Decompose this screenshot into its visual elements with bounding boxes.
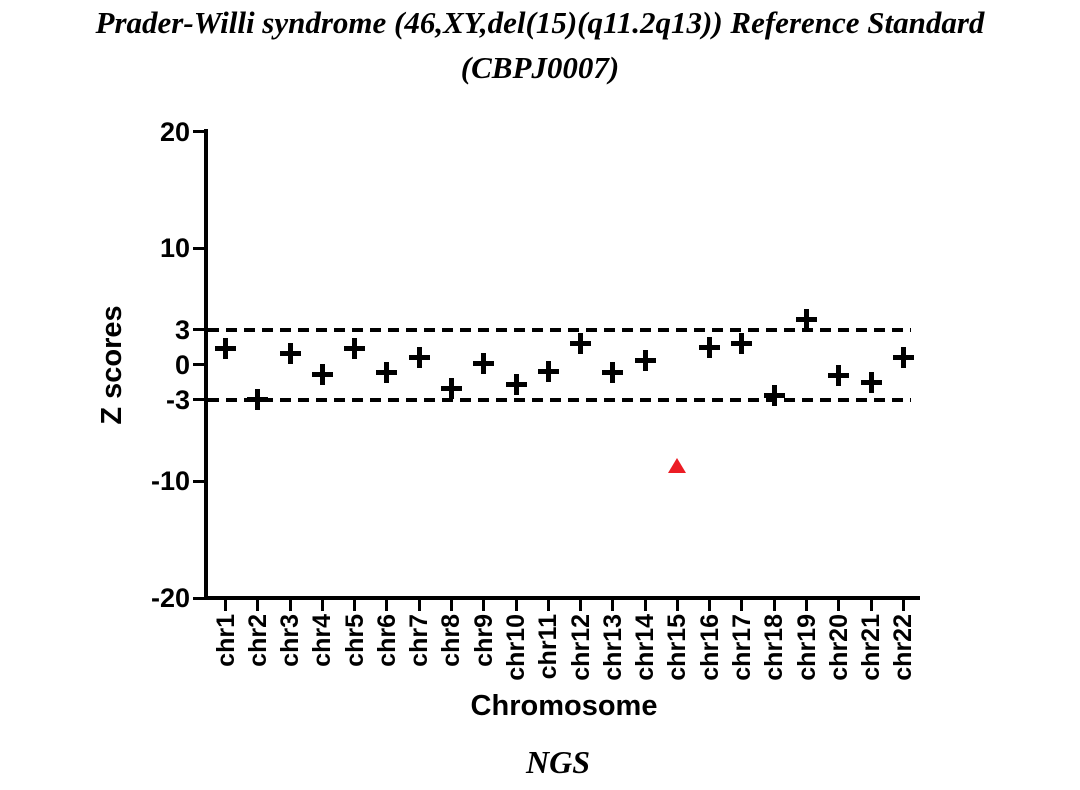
threshold-line [208,327,911,332]
data-point-chr16 [699,336,721,358]
x-tick [805,600,809,611]
x-tick [901,600,905,611]
data-point-chr20 [828,364,850,386]
data-point-chr11 [537,361,559,383]
x-tick [514,600,518,611]
x-tick-label: chr3 [276,614,305,667]
series-label: NGS [525,744,590,780]
x-tick-label: chr18 [760,614,789,681]
y-tick [193,596,204,600]
data-point-chr8 [440,377,462,399]
data-point-chr1 [215,337,236,359]
x-tick [837,600,841,611]
y-tick-label: -10 [150,466,190,497]
x-tick-label: chr13 [598,614,627,681]
x-tick-label: chr16 [695,614,724,681]
y-tick-label: 20 [159,116,190,147]
y-tick [193,363,204,367]
chart-title-line2: (CBPJ0007) [460,50,620,85]
y-tick [193,328,204,332]
data-point-chr5 [344,337,366,359]
chart-title-line1: Prader-Willi syndrome (46,XY,del(15)(q11… [95,5,985,40]
x-tick [708,600,712,611]
x-tick-label: chr4 [308,614,337,667]
x-tick [449,600,453,611]
x-tick-label: chr21 [857,614,886,681]
y-tick-label: 0 [174,349,190,380]
data-point-chr21 [860,371,882,393]
x-tick [417,600,421,611]
y-tick-label: -20 [150,583,190,613]
x-tick-label: chr6 [372,614,401,667]
y-tick [193,398,204,402]
x-tick [353,600,357,611]
y-tick [193,479,204,483]
x-tick [772,600,776,611]
threshold-line [208,397,911,402]
data-point-chr17 [731,333,753,355]
x-tick-label: chr10 [502,614,531,681]
data-point-chr7 [408,347,430,369]
x-tick [320,600,324,611]
x-tick [224,600,227,611]
data-point-chr22 [892,347,914,369]
x-tick-label: chr7 [405,614,434,667]
data-point-chr2 [247,389,269,411]
x-tick-label: chr15 [663,614,692,681]
x-tick [643,600,647,611]
x-tick [869,600,873,611]
data-point-chr15 [668,458,687,474]
x-tick-label: chr22 [889,614,918,681]
x-tick [546,600,550,611]
data-point-chr13 [602,362,624,384]
x-tick-label: chr19 [792,614,821,681]
x-tick [611,600,615,611]
data-point-chr12 [570,333,592,355]
data-point-chr14 [634,349,656,371]
data-point-chr9 [473,353,495,375]
x-tick-label: chr12 [566,614,595,681]
x-tick-label: chr11 [534,614,563,680]
x-tick-label: chr20 [824,614,853,681]
y-axis-label: Z scores [96,305,128,425]
x-tick [675,600,679,611]
x-axis-line [204,596,920,600]
y-axis-line [204,129,208,600]
x-tick [482,600,486,611]
x-tick-label: chr5 [340,614,369,667]
x-tick [288,600,292,611]
y-tick [193,246,204,250]
x-tick-label: chr14 [631,614,660,681]
chart-title: Prader-Willi syndrome (46,XY,del(15)(q11… [0,0,1080,90]
data-point-chr3 [279,342,301,364]
y-tick-label: 3 [174,314,190,345]
data-point-chr4 [311,363,333,385]
x-tick [579,600,583,611]
y-tick [193,130,204,134]
x-tick [385,600,389,611]
x-tick-label: chr17 [727,614,756,681]
x-tick [256,600,260,611]
x-tick [740,600,744,611]
x-axis-label: Chromosome [470,690,658,722]
y-tick-label: 10 [159,233,190,264]
data-point-chr19 [796,308,818,330]
data-point-chr6 [376,362,398,384]
x-tick-label: chr9 [469,614,498,667]
x-tick-label: chr8 [437,614,466,667]
x-tick-label: chr2 [243,614,272,667]
x-tick-label: chr1 [211,614,240,667]
y-tick-label: -3 [165,384,190,415]
data-point-chr18 [763,384,785,406]
data-point-chr10 [505,374,527,396]
